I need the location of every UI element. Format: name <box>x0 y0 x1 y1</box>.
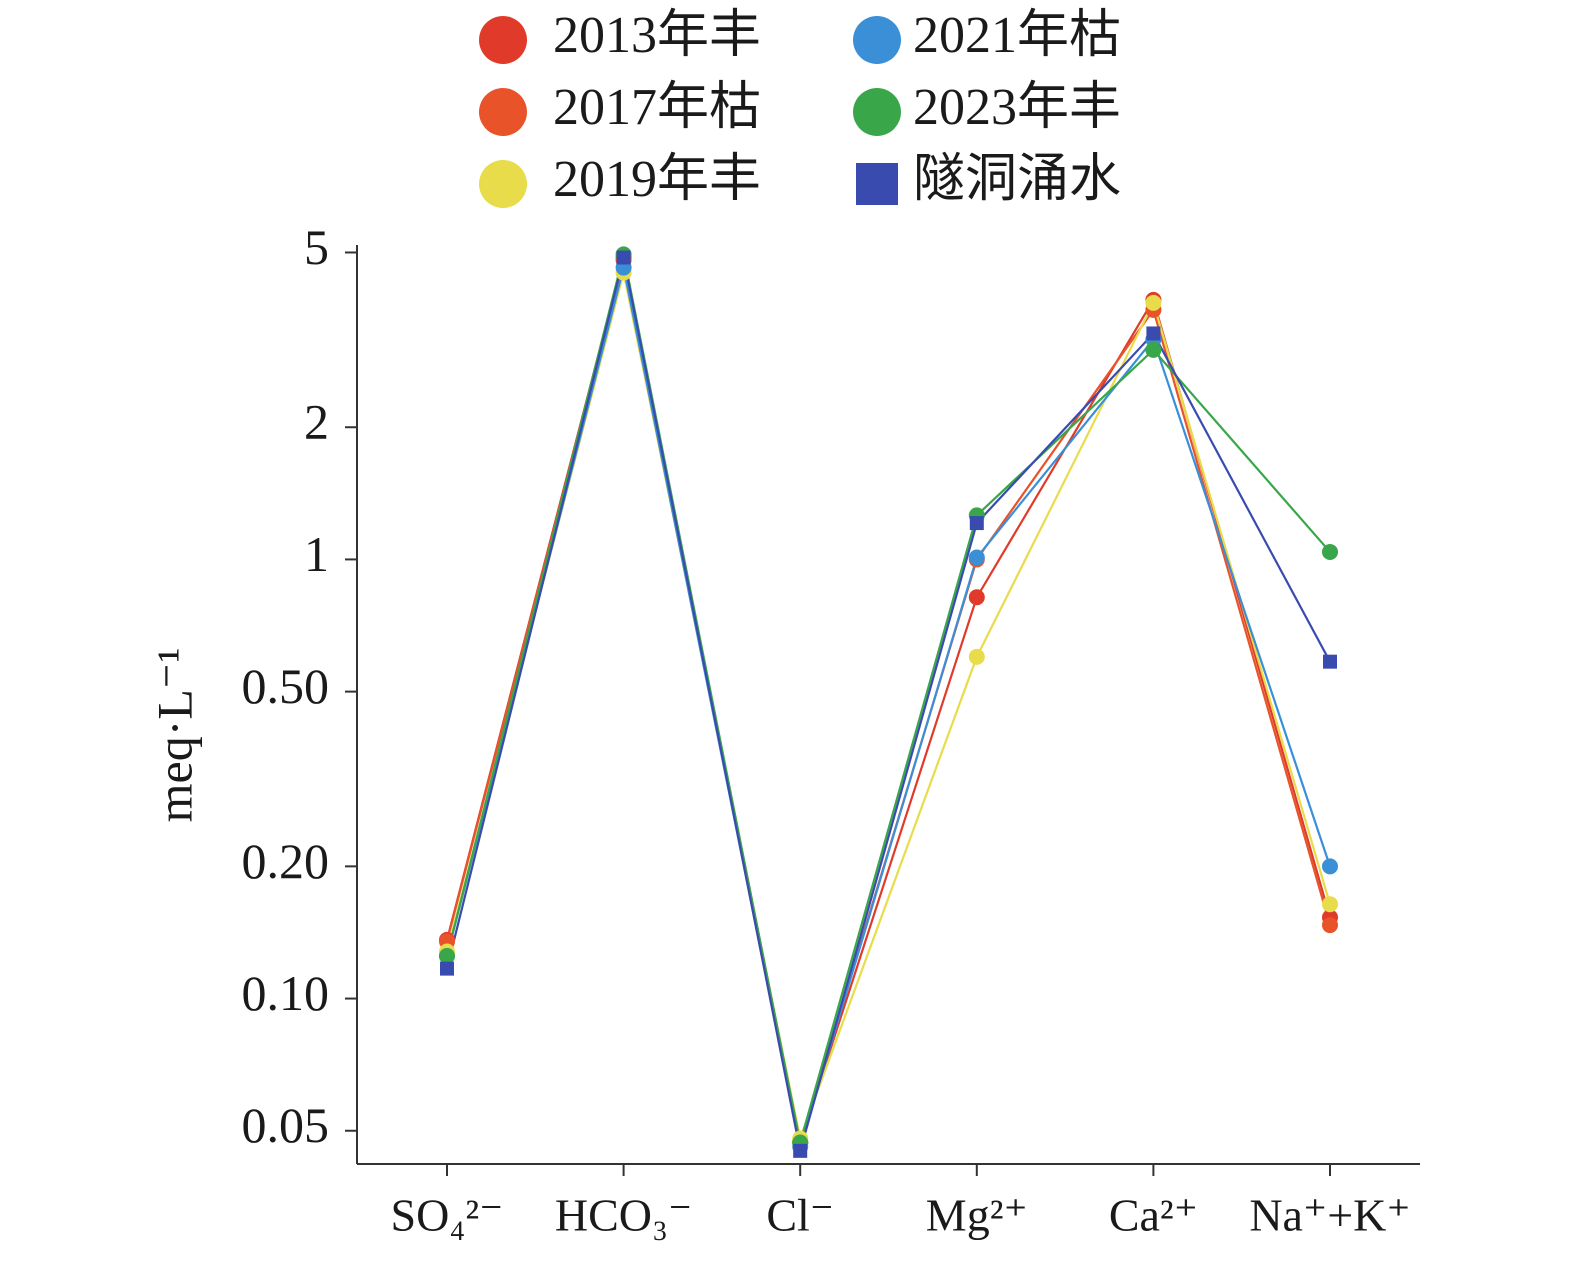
y-tick-label: 0.50 <box>242 658 330 714</box>
data-point <box>1323 654 1337 669</box>
legend-marker <box>479 16 527 64</box>
x-tick-label: HCO₃⁻ <box>555 1190 692 1241</box>
data-point <box>616 250 631 265</box>
legend-marker <box>856 163 898 205</box>
series-line <box>445 257 1332 1147</box>
data-point <box>968 648 985 665</box>
legend-marker <box>479 160 527 208</box>
data-point <box>1145 294 1162 311</box>
x-tick-label: Ca²⁺ <box>1109 1190 1198 1241</box>
legend-marker <box>853 88 901 136</box>
series-line <box>445 254 1331 1143</box>
series-line <box>445 267 1332 1147</box>
series-line <box>445 272 1332 1143</box>
data-point <box>1146 326 1161 341</box>
legend-label: 2023年丰 <box>913 79 1121 136</box>
data-point <box>439 947 455 964</box>
legend-marker <box>853 16 901 64</box>
x-tick-label: SO₄²⁻ <box>391 1190 504 1241</box>
y-tick-label: 0.05 <box>242 1097 330 1153</box>
data-point <box>968 589 985 606</box>
legend-label: 2021年枯 <box>913 7 1121 64</box>
y-tick-label: 0.20 <box>242 833 330 889</box>
data-point <box>1322 896 1338 913</box>
x-tick-label: Mg²⁺ <box>926 1190 1028 1241</box>
data-point <box>969 516 984 531</box>
x-tick-label: Cl⁻ <box>766 1190 834 1241</box>
y-tick-label: 0.10 <box>242 965 330 1021</box>
data-point <box>1322 858 1338 875</box>
legend-label: 2019年丰 <box>553 151 761 208</box>
y-tick-label: 5 <box>304 219 329 275</box>
legend-marker <box>479 88 527 136</box>
series-line <box>445 259 1332 1143</box>
series-line <box>445 257 1331 1152</box>
legend-label: 2013年丰 <box>553 7 761 64</box>
data-point <box>1145 341 1162 358</box>
data-point <box>440 961 454 976</box>
y-tick-label: 2 <box>304 394 329 450</box>
legend-label: 隧洞涌水 <box>913 151 1121 208</box>
legend-label: 2017年枯 <box>553 79 761 136</box>
y-axis-label: meq·L⁻¹ <box>146 648 202 823</box>
data-point <box>1322 543 1338 560</box>
y-tick-label: 1 <box>304 526 329 582</box>
data-point <box>968 549 985 566</box>
data-point <box>793 1143 808 1158</box>
data-point <box>1322 917 1338 934</box>
x-tick-label: Na⁺+K⁺ <box>1249 1190 1410 1241</box>
